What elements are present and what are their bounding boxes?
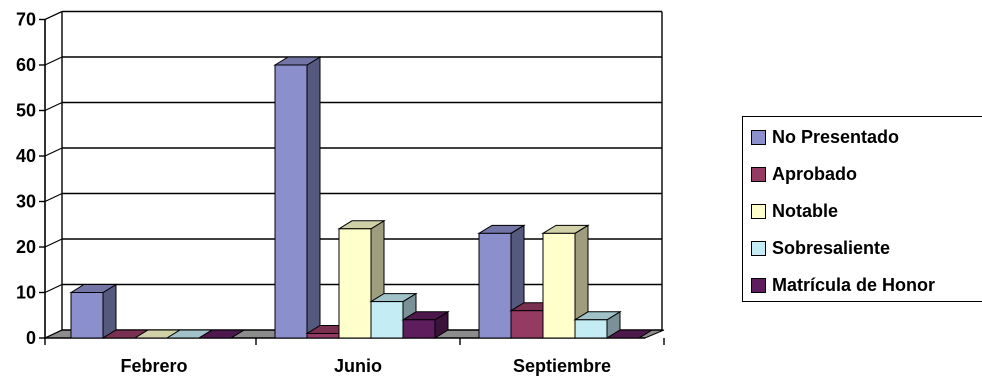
x-category-label-febrero: Febrero [120,356,187,376]
legend-item-sobresaliente: Sobresaliente [751,236,890,260]
gridline-depth [44,329,63,339]
legend-label-notable: Notable [772,200,839,221]
gridline-depth [44,238,63,248]
y-tick-label: 0 [26,328,36,348]
legend-item-no-presentado: No Presentado [751,125,899,149]
legend-item-aprobado: Aprobado [751,162,857,186]
y-tick-label: 20 [16,237,36,257]
bar-matricula-de-honor-septiembre [605,329,654,339]
gridline-depth [44,192,63,203]
bar-notable-septiembre [541,224,590,339]
legend-label-no-presentado: No Presentado [772,126,900,147]
legend-item-notable: Notable [751,199,838,223]
legend-swatch-notable [751,203,766,219]
bar-matricula-de-honor-febrero [197,329,246,339]
y-axis-ticks: 0 10 20 30 40 50 60 70 [16,10,36,349]
legend-item-matricula-de-honor: Matrícula de Honor [751,273,935,297]
legend-swatch-no-presentado [751,129,766,145]
y-tick-label: 50 [16,101,36,121]
x-axis-labels: Febrero Junio Septiembre [120,356,611,376]
legend-label-matricula-de-honor: Matrícula de Honor [772,274,936,295]
bars [69,56,654,339]
legend: No Presentado Aprobado Notable Sobresali… [742,116,982,302]
bar-no-presentado-junio [273,56,322,339]
y-tick-label: 60 [16,55,36,75]
x-category-label-septiembre: Septiembre [513,356,611,376]
x-category-label-junio: Junio [334,356,382,376]
legend-swatch-matricula-de-honor [751,277,766,293]
y-tick-label: 40 [16,146,36,166]
y-tick-label: 10 [16,283,36,303]
bar-matricula-de-honor-junio [401,310,450,339]
y-tick-label: 70 [16,10,36,30]
legend-swatch-sobresaliente [751,240,766,256]
gridline-depth [44,101,63,112]
gridline-depth [44,56,63,66]
bar-no-presentado-febrero [69,283,118,339]
legend-label-aprobado: Aprobado [772,163,857,184]
legend-label-sobresaliente: Sobresaliente [772,237,891,258]
y-tick-label: 30 [16,192,36,212]
gridline-depth [44,283,63,294]
legend-swatch-aprobado [751,166,766,182]
bar-notable-junio [337,219,386,339]
gridline-depth [44,10,63,21]
gridline-depth [44,147,63,157]
